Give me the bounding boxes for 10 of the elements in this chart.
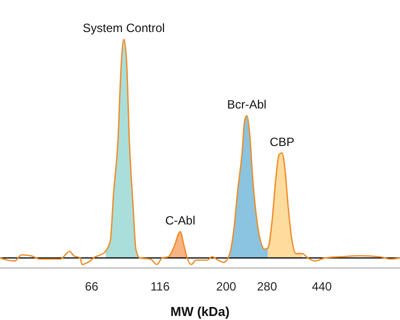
series-label: CBP <box>270 134 294 149</box>
x-tick-label: 280 <box>256 280 278 294</box>
series-label: Bcr-Abl <box>227 98 266 112</box>
x-tick-label: 116 <box>150 280 170 294</box>
series-label: System Control <box>82 21 165 35</box>
x-tick-label: 200 <box>216 280 237 294</box>
x-axis-title: MW (kDa) <box>170 304 230 319</box>
series-label: C-Abl <box>165 214 196 228</box>
x-tick-label: 66 <box>85 280 99 294</box>
x-tick-label: 440 <box>312 280 332 294</box>
